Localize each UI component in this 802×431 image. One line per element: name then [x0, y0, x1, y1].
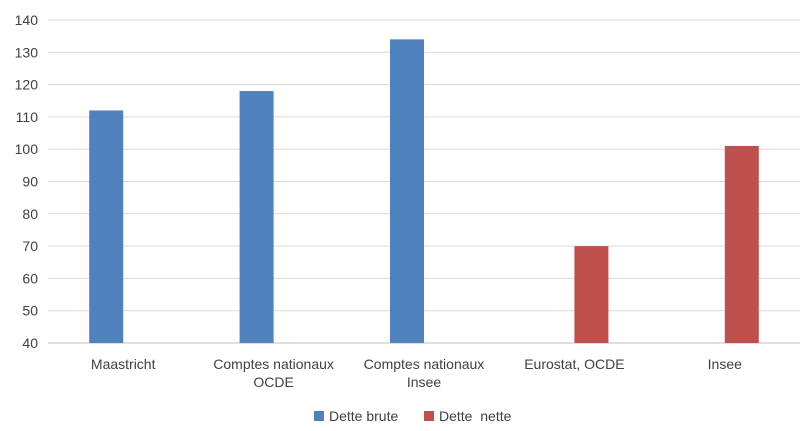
legend-swatch — [314, 411, 324, 421]
bar — [89, 110, 124, 343]
y-tick-label: 90 — [22, 174, 38, 190]
category-label: Insee — [407, 374, 441, 390]
y-tick-label: 50 — [22, 303, 38, 319]
labels: 40 50 60 70 80 90 100 110 120 130 140 Maastricht Com… — [15, 12, 742, 390]
y-tick-label: 70 — [22, 238, 38, 254]
legend-label: Dette nette — [439, 408, 512, 424]
y-tick-label: 60 — [22, 270, 38, 286]
category-label: Insee — [708, 356, 742, 372]
category-label: Comptes nationaux — [213, 356, 334, 372]
bar — [574, 246, 609, 343]
legend-label: Dette brute — [329, 408, 398, 424]
category-label: Eurostat, OCDE — [524, 356, 624, 372]
y-tick-label: 100 — [15, 141, 39, 157]
y-tick-label: 40 — [22, 335, 38, 351]
bar — [724, 145, 759, 343]
y-tick-label: 140 — [15, 12, 39, 28]
bars — [89, 39, 759, 343]
y-tick-label: 80 — [22, 206, 38, 222]
legend: Dette brute Dette nette — [314, 408, 512, 424]
category-label: Comptes nationaux — [364, 356, 485, 372]
bar — [390, 39, 424, 343]
y-tick-label: 120 — [15, 77, 39, 93]
category-label: OCDE — [253, 374, 293, 390]
y-tick-label: 110 — [16, 109, 39, 125]
legend-swatch — [424, 411, 434, 421]
bar — [239, 91, 274, 343]
y-tick-label: 130 — [15, 44, 39, 60]
category-label: Maastricht — [91, 356, 156, 372]
